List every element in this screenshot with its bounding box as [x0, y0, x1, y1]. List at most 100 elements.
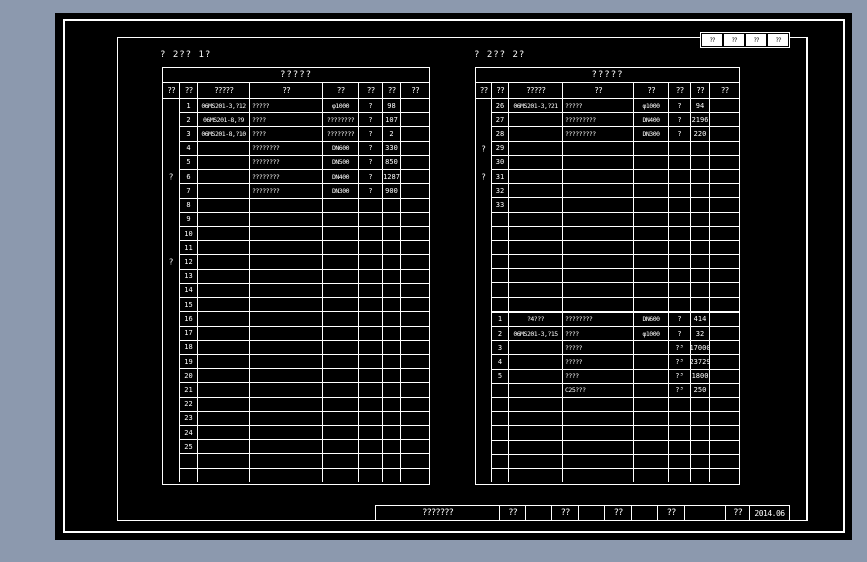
column-header: ??: [411, 86, 420, 95]
column-header: ??: [383, 83, 401, 98]
cell-atlas: [198, 184, 250, 198]
cell-spec: [323, 269, 359, 283]
cell-serial: 3: [492, 341, 509, 355]
cell-spec: [323, 383, 359, 397]
cell-qty: [691, 454, 710, 468]
cell-serial: 18: [180, 340, 198, 354]
cell-atlas: 06MS201-3,?21: [509, 99, 563, 113]
cell-remark: [401, 355, 429, 368]
cell-serial: 4: [492, 355, 509, 369]
cell-name: ????????: [563, 312, 634, 326]
column-header: ?????: [198, 83, 250, 98]
table-row: 3????? ?³ 17000: [492, 340, 739, 355]
cell-spec: DN600: [323, 141, 359, 155]
table-row: [492, 211, 739, 226]
cell-atlas: [509, 113, 563, 127]
cell-atlas: [198, 226, 250, 241]
cell-name: ????????: [250, 155, 323, 170]
cell-serial: 3: [180, 127, 198, 141]
cell-name: [250, 383, 323, 397]
table-row: 14: [180, 282, 429, 298]
cell-qty: [691, 255, 710, 269]
cell-spec: [634, 412, 669, 426]
cell-qty: [383, 397, 401, 411]
cell-atlas: [509, 212, 563, 226]
cell-unit: ?³: [669, 355, 691, 369]
cell-qty: 850: [383, 155, 401, 170]
category-label: ?: [168, 172, 174, 182]
cell-remark: [710, 255, 739, 268]
table-row: [492, 425, 739, 440]
date-value: 2014.06: [754, 508, 785, 518]
cell-spec: DN500: [323, 155, 359, 170]
table-row: [492, 439, 739, 454]
cell-name: ????: [563, 327, 634, 341]
cell-remark: [401, 440, 429, 453]
cell-name: ????: [250, 113, 323, 127]
cell-serial: 20: [180, 369, 198, 383]
cell-remark: [710, 426, 739, 439]
cell-name: [563, 141, 634, 155]
cell-serial: 9: [180, 212, 198, 226]
cell-serial: 30: [492, 155, 509, 169]
column-header: ??: [476, 83, 492, 98]
table-row: 32: [492, 183, 739, 198]
cell-unit: ?: [359, 184, 383, 198]
cell-atlas: [509, 269, 563, 283]
cell-atlas: [198, 269, 250, 283]
cell-spec: [634, 184, 669, 198]
table-row: 2 06MS201-8,?9????????????? 107: [180, 112, 429, 127]
cell-atlas: [509, 198, 563, 212]
cell-name: [250, 468, 323, 482]
column-header: ??: [669, 83, 691, 98]
cell-serial: [492, 426, 509, 440]
cell-name: [563, 184, 634, 198]
cell-qty: 17000: [691, 341, 710, 355]
cell-unit: [359, 283, 383, 298]
cell-serial: 23: [180, 411, 198, 426]
cell-serial: [492, 240, 509, 255]
cell-unit: [359, 354, 383, 369]
table-row: 12: [180, 254, 429, 269]
cell-spec: φ1000: [634, 99, 669, 113]
cell-qty: [691, 169, 710, 184]
cell-unit: [359, 468, 383, 482]
column-header: ?????: [509, 83, 563, 98]
cell-remark: [401, 298, 429, 311]
cell-spec: [323, 411, 359, 426]
cell-unit: [669, 155, 691, 169]
cell-unit: ?: [669, 312, 691, 326]
cell-qty: [383, 354, 401, 369]
cell-qty: 1287: [383, 170, 401, 184]
table-row: 24: [180, 425, 429, 440]
cell-spec: [323, 354, 359, 369]
cell-spec: [323, 226, 359, 241]
table-row: 19: [180, 353, 429, 369]
table-row: 3 06MS201-8,?10????????????? 2: [180, 126, 429, 141]
cell-remark: [710, 313, 739, 326]
title-bar: ??????? ?? ?? ?? ?? ?? 2014.06: [375, 505, 790, 521]
cell-serial: [492, 283, 509, 297]
cell-serial: 2: [492, 327, 509, 341]
cell-serial: 17: [180, 326, 198, 340]
cell-atlas: [509, 155, 563, 169]
cell-remark: [710, 283, 739, 296]
cell-spec: [323, 340, 359, 354]
cell-name: C25???: [563, 383, 634, 397]
cell-spec: φ1000: [323, 99, 359, 113]
cell-serial: [492, 226, 509, 240]
cell-spec: ????????: [323, 127, 359, 141]
cell-unit: [359, 369, 383, 383]
cell-serial: 29: [492, 141, 509, 155]
field-value: [579, 506, 605, 520]
table-row: 29: [492, 140, 739, 155]
cell-spec: [323, 326, 359, 340]
cell-unit: ?: [359, 113, 383, 127]
cell-name: ????: [250, 127, 323, 141]
cell-qty: [383, 369, 401, 383]
cell-atlas: [509, 369, 563, 383]
cell-spec: DN300: [323, 184, 359, 198]
cell-unit: [669, 283, 691, 297]
cell-qty: 1800: [691, 369, 710, 383]
table-row: [492, 453, 739, 468]
